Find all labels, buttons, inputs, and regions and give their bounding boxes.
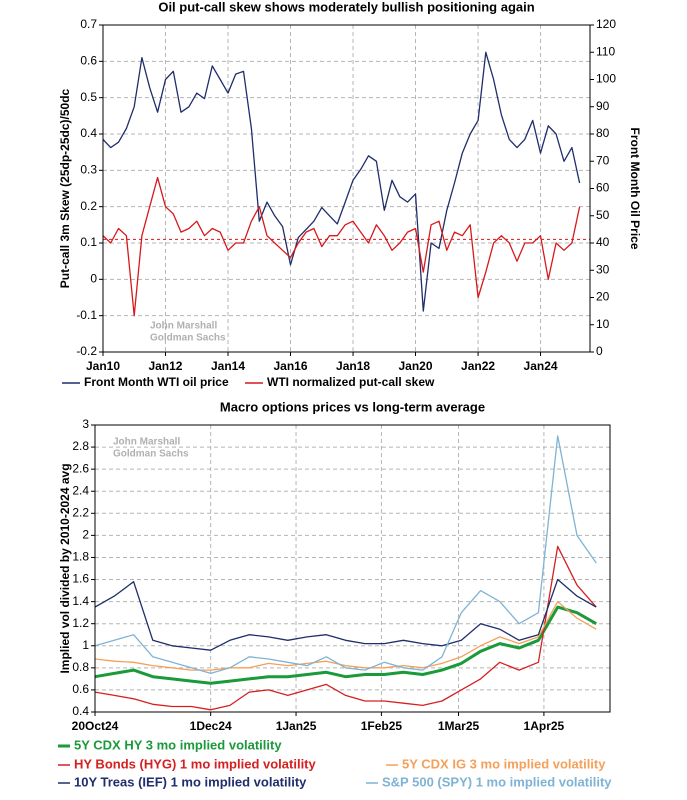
y-tick-label: 0: [90, 272, 97, 286]
chart-title: Macro options prices vs long-term averag…: [220, 399, 485, 414]
x-tick-label: 20Oct24: [72, 719, 119, 733]
plot-frame: [94, 424, 611, 713]
y-tick-label: 1.4: [72, 594, 89, 608]
y-tick-label: 1.2: [72, 616, 89, 630]
y2-tick-label: 40: [596, 235, 610, 249]
annotation: John Marshall: [150, 321, 217, 332]
y-tick-label: 2.8: [72, 439, 89, 453]
x-tick-label: Jan24: [524, 359, 558, 373]
y-tick-label: 1.8: [72, 550, 89, 564]
y-tick-label: 2: [82, 528, 89, 542]
y-axis-label: Implied vol divided by 2010-2024 avg: [58, 463, 72, 673]
y-tick-label: 0.7: [80, 17, 97, 31]
x-tick-label: 1Apr25: [524, 719, 565, 733]
legend-label: 10Y Treas (IEF) 1 mo implied volatility: [74, 774, 307, 789]
legend-label: HY Bonds (HYG) 1 mo implied volatility: [74, 756, 317, 771]
x-tick-label: 1Mar25: [438, 719, 480, 733]
y2-axis-label: Front Month Oil Price: [628, 128, 642, 250]
y-tick-label: 1: [82, 638, 89, 652]
x-tick-label: Jan16: [273, 359, 307, 373]
y-tick-label: 0.2: [80, 199, 97, 213]
y-tick-label: 2.4: [72, 483, 89, 497]
legend-label: Front Month WTI oil price: [84, 375, 229, 389]
y2-tick-label: 100: [596, 72, 616, 86]
y-tick-label: 1.6: [72, 572, 89, 586]
y-tick-label: 2.6: [72, 461, 89, 475]
x-tick-label: Jan12: [148, 359, 182, 373]
series-line: [94, 435, 597, 675]
x-tick-label: Jan22: [461, 359, 495, 373]
y2-tick-label: 10: [596, 317, 610, 331]
annotation: Goldman Sachs: [113, 449, 189, 460]
y-tick-label: -0.2: [76, 344, 97, 358]
y-tick-label: 0.6: [72, 682, 89, 696]
x-tick-label: 1Feb25: [361, 719, 403, 733]
x-tick-label: Jan20: [398, 359, 432, 373]
y2-tick-label: 50: [596, 208, 610, 222]
plot-frame: [102, 24, 591, 353]
y2-tick-label: 80: [596, 126, 610, 140]
y-tick-label: 0.4: [72, 704, 89, 718]
x-tick-label: 1Jan25: [276, 719, 317, 733]
x-tick-label: Jan14: [211, 359, 245, 373]
y-tick-label: 0.8: [72, 660, 89, 674]
x-tick-label: Jan10: [86, 359, 120, 373]
series-line: [94, 578, 597, 651]
annotation: John Marshall: [113, 437, 180, 448]
legend-label: 5Y CDX HY 3 mo implied volatility: [74, 737, 282, 752]
chart-title: Oil put-call skew shows moderately bulli…: [158, 0, 534, 14]
y-tick-label: 0.5: [80, 90, 97, 104]
series-line: [94, 605, 597, 685]
y2-tick-label: 60: [596, 181, 610, 195]
y-axis-label: Put-call 3m Skew (25dp-25dc)/50dc: [58, 88, 72, 288]
y2-tick-label: 90: [596, 99, 610, 113]
series-line: [102, 51, 581, 312]
y-tick-label: 3: [82, 417, 89, 431]
y-tick-label: 0.6: [80, 54, 97, 68]
y2-tick-label: 70: [596, 153, 610, 167]
y2-tick-label: 30: [596, 262, 610, 276]
y-tick-label: 0.4: [80, 126, 97, 140]
series-line: [102, 176, 581, 317]
legend-label: 5Y CDX IG 3 mo implied volatility: [402, 756, 606, 771]
y-tick-label: 0.1: [80, 235, 97, 249]
x-tick-label: Jan18: [336, 359, 370, 373]
y2-tick-label: 0: [596, 344, 603, 358]
y2-tick-label: 20: [596, 290, 610, 304]
series-line: [94, 600, 597, 671]
y2-tick-label: 110: [596, 44, 615, 58]
legend-label: WTI normalized put-call skew: [267, 375, 435, 389]
legend-label: S&P 500 (SPY) 1 mo implied volatility: [382, 774, 612, 789]
y-tick-label: 0.3: [80, 163, 97, 177]
annotation: Goldman Sachs: [150, 333, 226, 344]
y-tick-label: -0.1: [76, 308, 97, 322]
series-line: [94, 545, 597, 711]
x-tick-label: 1Dec24: [190, 719, 232, 733]
y-tick-label: 2.2: [72, 505, 89, 519]
y2-tick-label: 120: [596, 17, 616, 31]
